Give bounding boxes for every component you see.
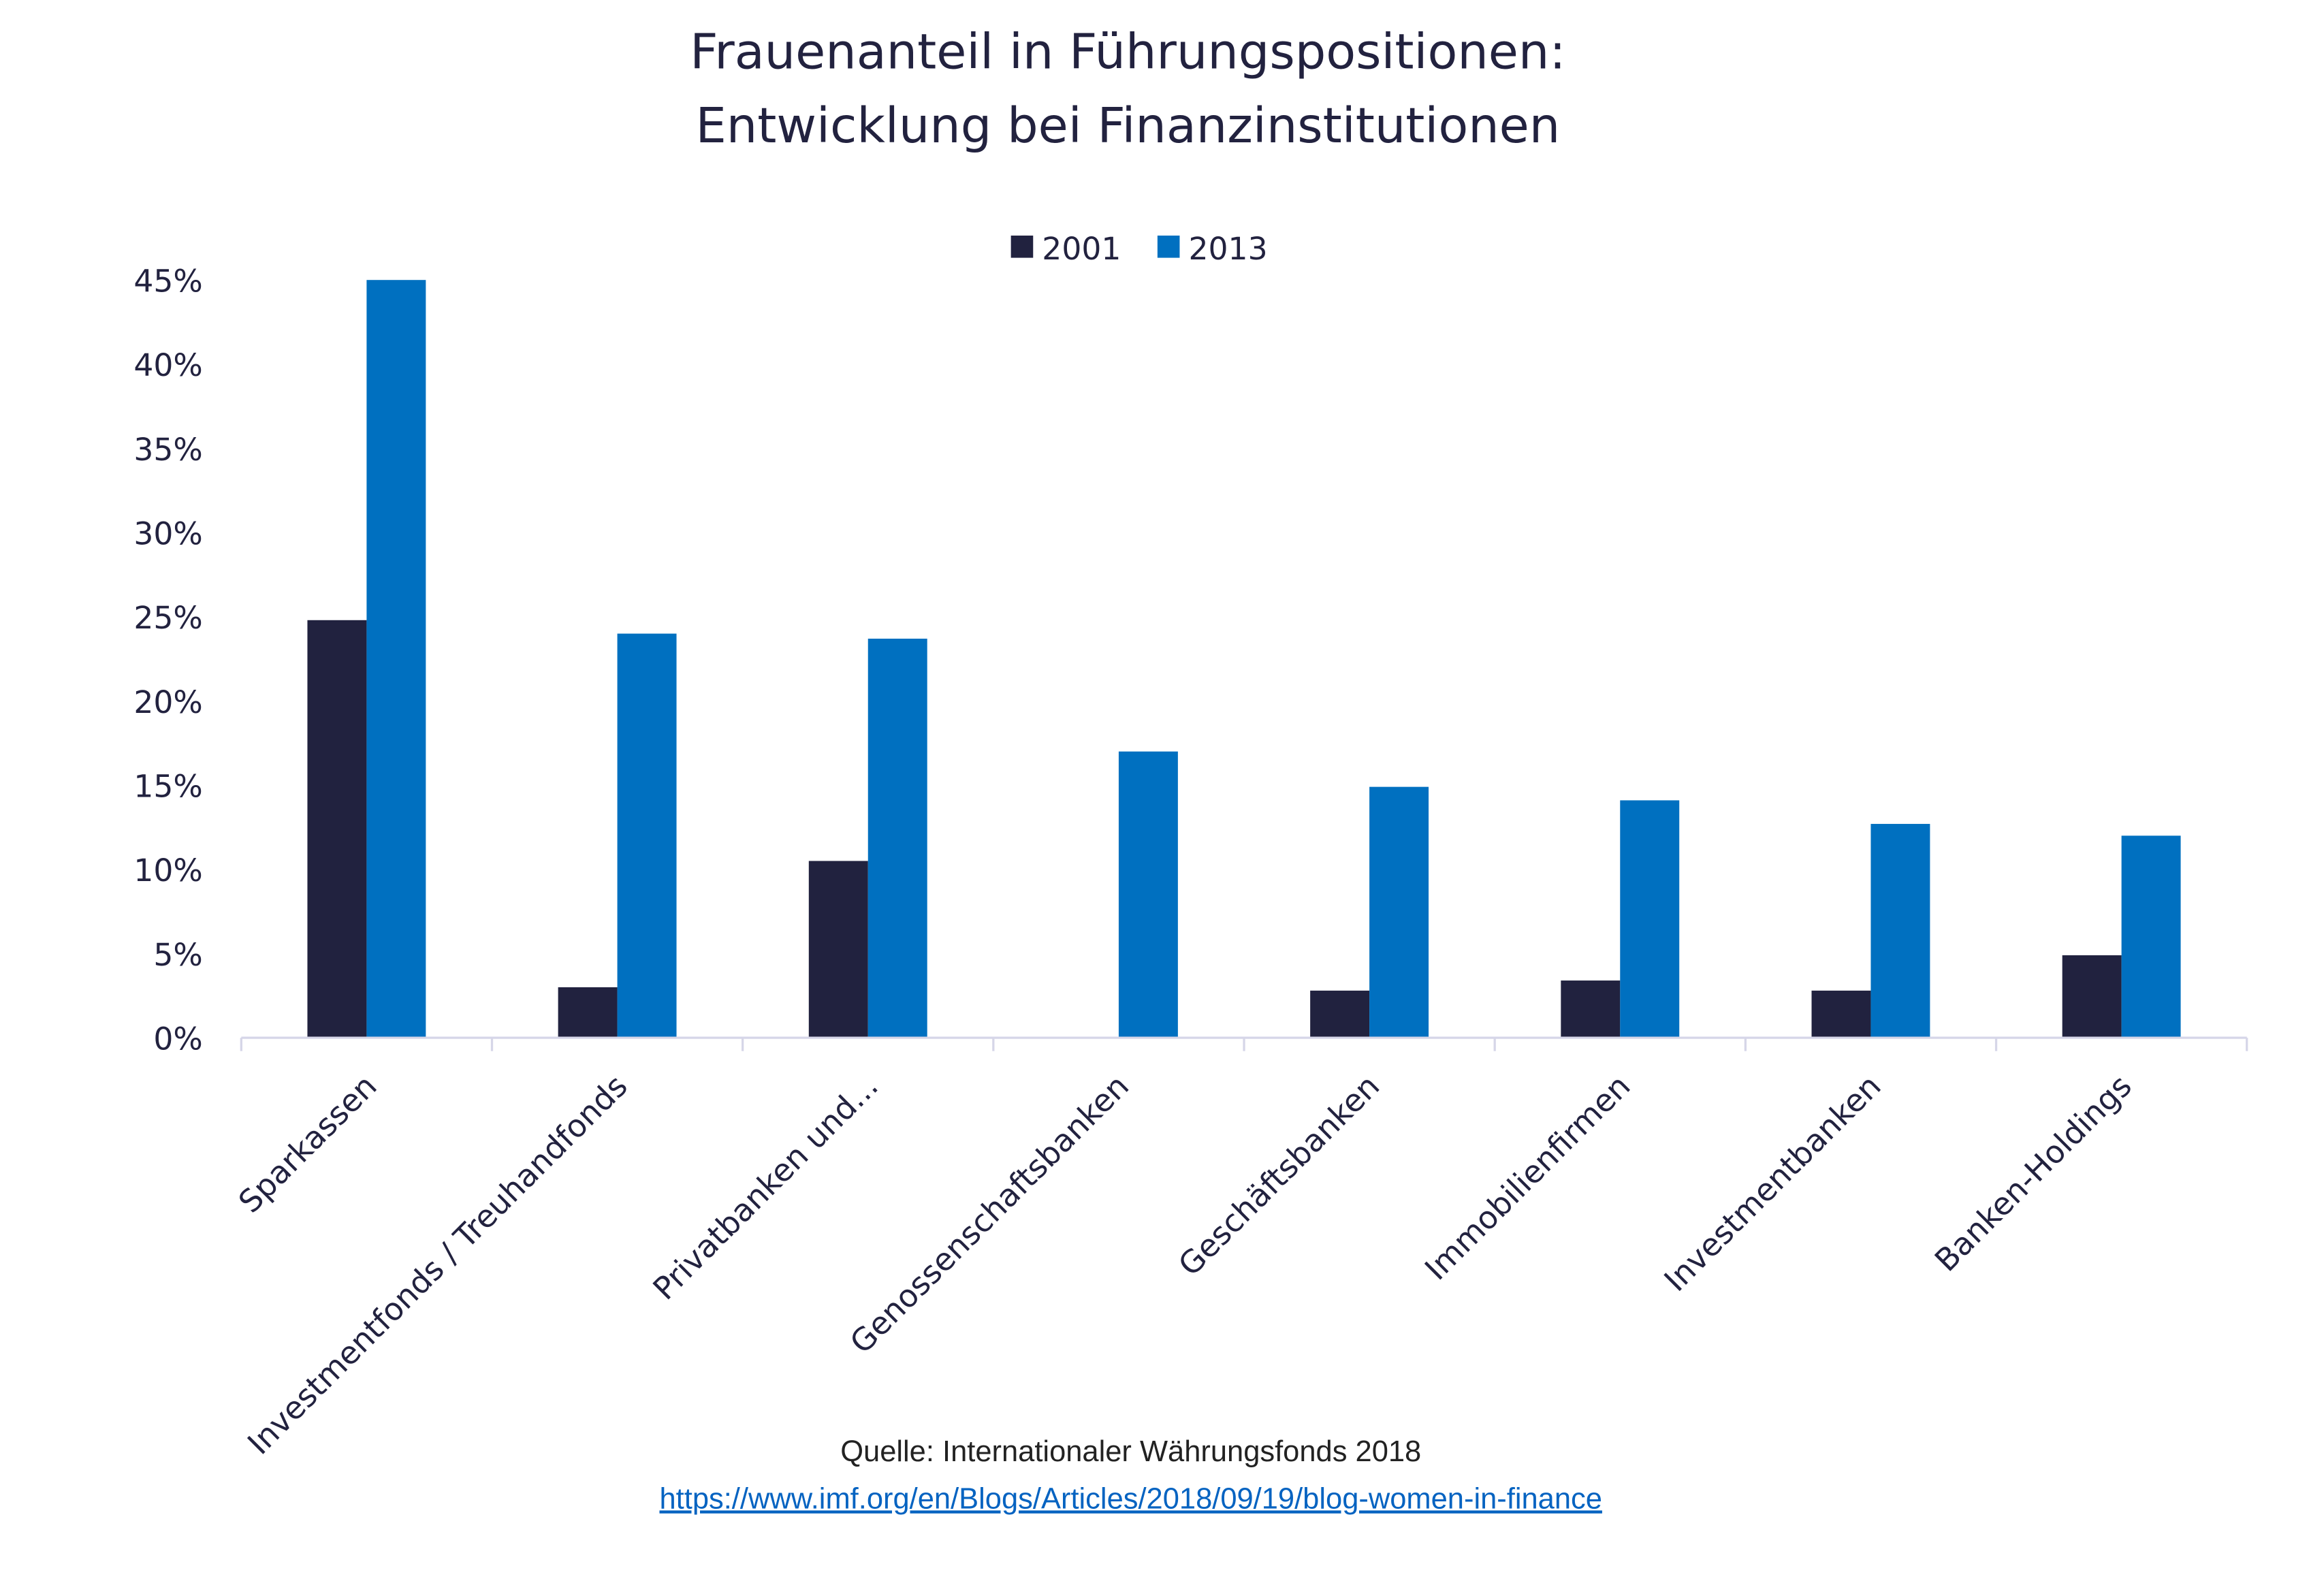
bar-2013-0	[366, 280, 426, 1038]
source-text: Quelle: Internationaler Währungsfonds 20…	[840, 1435, 1421, 1468]
bar-2013-6	[1870, 824, 1930, 1038]
bar-2001-7	[2062, 955, 2122, 1038]
bar-2013-7	[2121, 835, 2181, 1038]
y-tick-label: 30%	[133, 516, 202, 552]
bar-2001-5	[1561, 980, 1621, 1038]
y-tick-label: 5%	[153, 937, 202, 973]
y-tick-label: 20%	[133, 684, 202, 720]
bar-2013-2	[867, 638, 927, 1038]
bar-2001-6	[1811, 990, 1871, 1038]
bar-2013-3	[1118, 751, 1178, 1038]
chart-subtitle: Entwicklung bei Finanzinstitutionen	[695, 97, 1560, 154]
bar-2001-0	[307, 620, 367, 1038]
x-tick-label: Investmentbanken	[1657, 1068, 1888, 1298]
chart-title: Frauenanteil in Führungspositionen:	[690, 22, 1565, 80]
y-tick-label: 35%	[133, 432, 202, 468]
bar-2001-1	[558, 987, 618, 1038]
y-tick-label: 45%	[133, 264, 202, 300]
y-axis: 0% 5% 10% 15% 20% 25% 30% 35% 40% 45%	[133, 264, 202, 1057]
x-tick-label: Sparkassen	[232, 1068, 383, 1219]
legend-swatch-2001	[1010, 235, 1034, 258]
x-tick-label: Banken-Holdings	[1928, 1068, 2138, 1278]
y-tick-label: 0%	[153, 1021, 202, 1057]
bars	[307, 280, 2181, 1038]
bar-2013-1	[617, 633, 677, 1038]
y-tick-label: 40%	[133, 347, 202, 383]
x-tick-label: Privatbanken und...	[646, 1068, 885, 1307]
source-link[interactable]: https://www.imf.org/en/Blogs/Articles/20…	[659, 1482, 1602, 1515]
bar-2013-5	[1620, 800, 1680, 1038]
bar-2001-4	[1310, 990, 1370, 1038]
x-tick-label: Geschäftsbanken	[1171, 1068, 1386, 1283]
bar-2001-2	[808, 861, 868, 1038]
legend-label-2001: 2001	[1042, 231, 1121, 267]
x-tick-label: Immobilienfirmen	[1418, 1068, 1637, 1287]
legend-label-2013: 2013	[1188, 231, 1267, 267]
x-tick-label: Genossenschaftsbanken	[843, 1068, 1136, 1360]
y-tick-label: 25%	[133, 600, 202, 636]
y-tick-label: 15%	[133, 769, 202, 805]
bar-2013-4	[1369, 786, 1429, 1038]
y-tick-label: 10%	[133, 852, 202, 889]
legend: 2001 2013	[1010, 231, 1268, 267]
legend-swatch-2013	[1157, 235, 1180, 258]
